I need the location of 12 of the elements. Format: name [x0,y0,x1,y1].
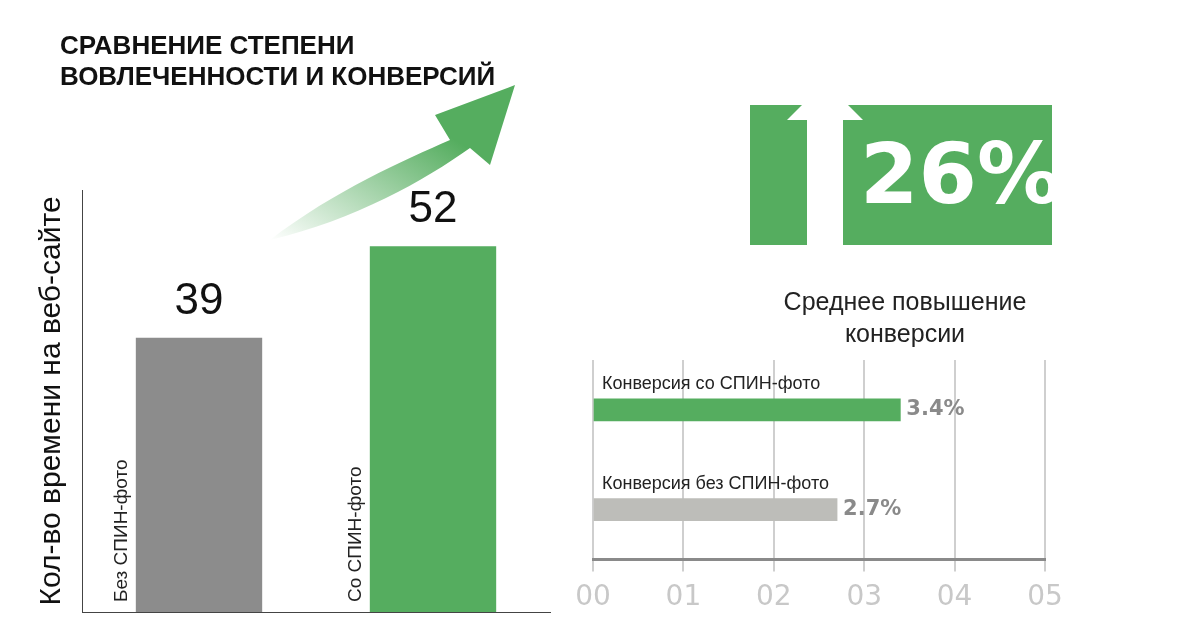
x-tick-label: Без СПИН-фото [110,459,132,602]
y-tick-label: Конверсия со СПИН-фото [602,372,821,393]
data-label: 39 [174,273,224,323]
data-label: 3.4% [906,396,965,421]
y-tick-label: Конверсия без СПИН-фото [602,472,829,493]
data-label: 2.7% [843,496,902,520]
data-label: 52 [408,182,458,232]
text: Среднее повышение конверсии [782,286,1028,349]
chart-title: СРАВНЕНИЕ СТЕПЕНИ ВОВЛЕЧЕННОСТИ И КОНВЕРСИЙ [60,30,497,92]
text: 26% [860,125,1062,223]
x-tick-label: Со СПИН-фото [344,466,366,602]
y-axis-title: Кол-во времени на веб-сайте [33,196,67,606]
